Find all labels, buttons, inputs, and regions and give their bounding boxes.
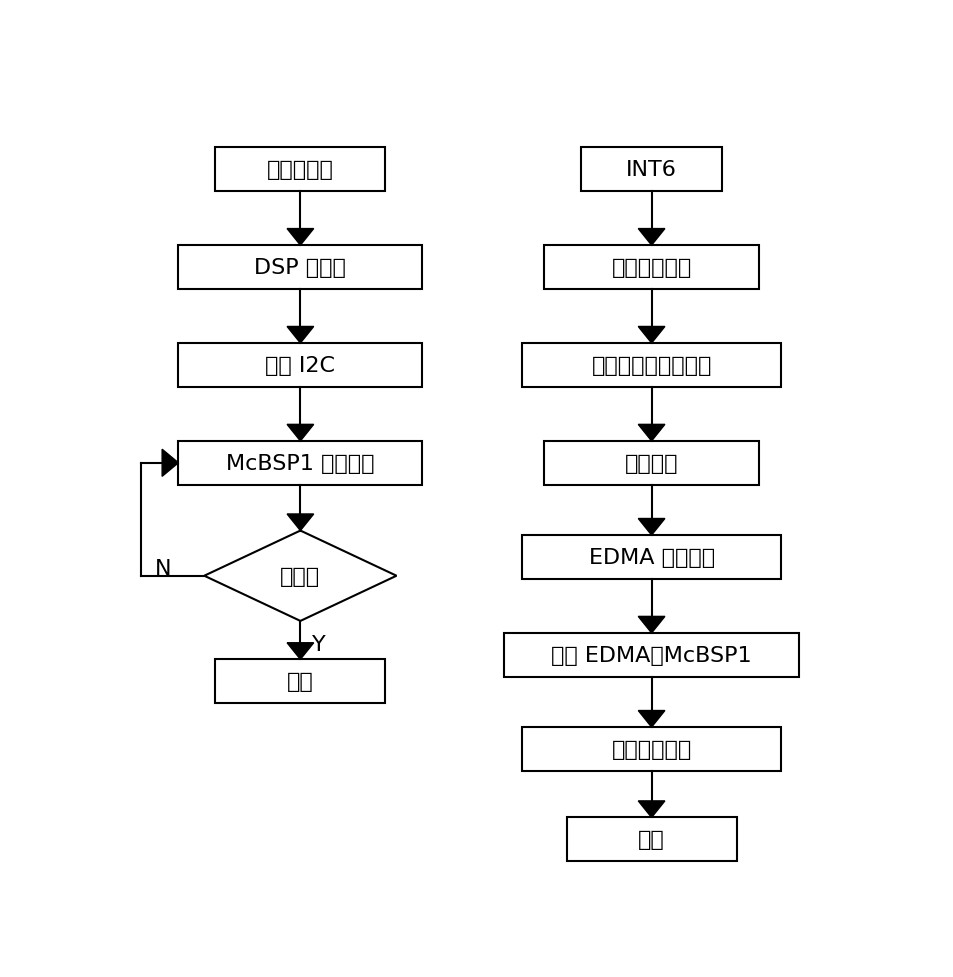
Bar [215, 149, 385, 191]
Polygon shape [287, 327, 314, 344]
Polygon shape [638, 519, 664, 535]
Text: 结束: 结束 [287, 671, 314, 692]
Polygon shape [638, 327, 664, 344]
Text: 读取波形参数: 读取波形参数 [611, 258, 691, 277]
Bar [566, 818, 736, 862]
Polygon shape [162, 449, 178, 477]
Text: 设置 I2C: 设置 I2C [265, 356, 335, 375]
Text: 主程序开始: 主程序开始 [267, 160, 334, 180]
Bar [544, 246, 758, 289]
Bar [580, 149, 721, 191]
Text: 启动 EDMA、McBSP1: 启动 EDMA、McBSP1 [551, 645, 751, 665]
Polygon shape [638, 711, 664, 727]
Text: 结束？: 结束？ [280, 566, 320, 586]
Bar [215, 659, 385, 703]
Text: DSP 初始化: DSP 初始化 [254, 258, 346, 277]
Bar [178, 344, 422, 387]
Bar [521, 535, 781, 579]
Text: INT6: INT6 [625, 160, 677, 180]
Bar [503, 633, 799, 677]
Polygon shape [204, 531, 396, 621]
Bar [178, 246, 422, 289]
Bar [521, 727, 781, 771]
Bar [521, 344, 781, 387]
Polygon shape [287, 230, 314, 246]
Text: Y: Y [312, 634, 325, 654]
Polygon shape [638, 425, 664, 442]
Text: 自动生成缓冲区长度: 自动生成缓冲区长度 [591, 356, 711, 375]
Text: N: N [155, 559, 172, 578]
Polygon shape [287, 643, 314, 659]
Text: McBSP1 参数设置: McBSP1 参数设置 [226, 453, 375, 473]
Text: 退出: 退出 [638, 829, 664, 849]
Bar [544, 442, 758, 486]
Text: 控制输出增益: 控制输出增益 [611, 740, 691, 759]
Polygon shape [287, 425, 314, 442]
Text: 波形合成: 波形合成 [624, 453, 678, 473]
Polygon shape [287, 515, 314, 531]
Polygon shape [638, 801, 664, 818]
Polygon shape [638, 230, 664, 246]
Polygon shape [638, 616, 664, 633]
Text: EDMA 参数设置: EDMA 参数设置 [588, 547, 714, 568]
Bar [178, 442, 422, 486]
